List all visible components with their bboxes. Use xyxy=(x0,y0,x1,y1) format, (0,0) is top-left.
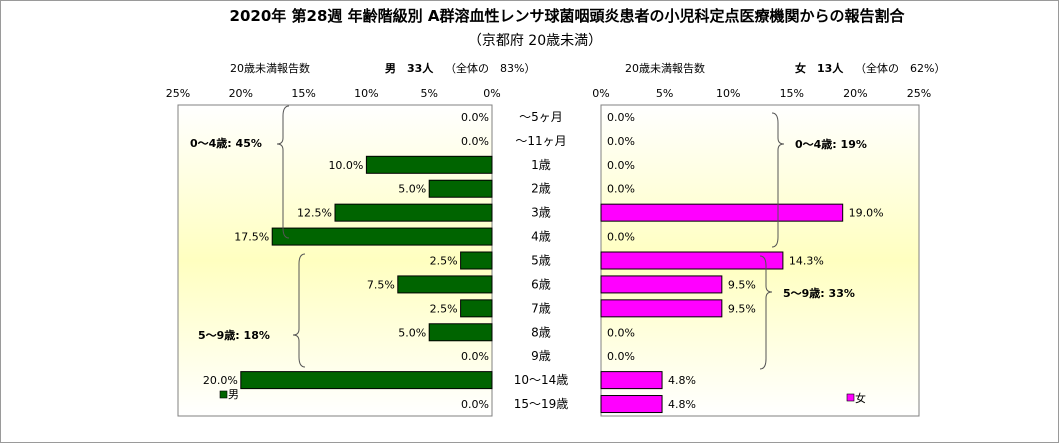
male-value-label: 17.5% xyxy=(234,231,269,244)
male-value-label: 0.0% xyxy=(461,398,489,411)
age-category-label: 15～19歳 xyxy=(514,397,569,411)
female-bars: 0.0% 0.0% 0.0% 0.0% 19.0% 0.0% 14.3% 9.5% 9.5% 0.… xyxy=(600,111,884,414)
female-header-count: 女 13人 xyxy=(795,61,844,75)
female-x-tick: 15% xyxy=(780,87,804,100)
male-x-tick: 0% xyxy=(483,87,500,100)
female-legend-swatch xyxy=(846,393,855,402)
female-value-label: 0.0% xyxy=(607,135,635,148)
male-bar xyxy=(365,155,493,174)
male-value-label: 20.0% xyxy=(203,374,238,387)
female-axis-ticks: 0% 5% 10% 15% 20% 25% xyxy=(592,87,931,100)
female-bar xyxy=(600,203,844,222)
female-value-label: 0.0% xyxy=(607,231,635,244)
age-category-label: 6歳 xyxy=(531,277,551,291)
female-group-5-9-label: 5～9歳: 33% xyxy=(783,286,855,300)
female-x-tick: 5% xyxy=(656,87,673,100)
female-bracket-0-4 xyxy=(771,112,785,248)
male-value-label: 2.5% xyxy=(430,255,458,268)
female-legend-label: 女 xyxy=(855,391,866,405)
male-bar xyxy=(460,251,493,270)
female-value-label: 0.0% xyxy=(607,326,635,339)
male-value-label: 5.0% xyxy=(398,183,426,196)
age-category-label: 8歳 xyxy=(531,325,551,339)
age-category-label: 7歳 xyxy=(531,301,551,315)
male-bar xyxy=(460,299,493,318)
female-bar xyxy=(600,395,663,414)
male-header-label: 20歳未満報告数 xyxy=(230,62,310,75)
male-value-label: 12.5% xyxy=(297,207,332,220)
age-category-label: ～11ヶ月 xyxy=(515,134,566,148)
male-bar xyxy=(271,227,493,246)
female-bar xyxy=(600,299,723,318)
male-value-label: 5.0% xyxy=(398,326,426,339)
female-value-label: 9.5% xyxy=(728,302,756,315)
age-category-label: ～5ヶ月 xyxy=(519,110,563,124)
female-value-label: 0.0% xyxy=(607,111,635,124)
female-header-share: （全体の 62%） xyxy=(855,61,945,75)
male-value-label: 7.5% xyxy=(367,278,395,291)
male-value-label: 0.0% xyxy=(461,135,489,148)
male-x-tick: 15% xyxy=(291,87,315,100)
male-bar xyxy=(334,203,493,222)
female-header-label: 20歳未満報告数 xyxy=(625,62,705,75)
male-x-tick: 20% xyxy=(229,87,253,100)
female-x-tick: 20% xyxy=(843,87,867,100)
male-header-share: （全体の 83%） xyxy=(445,61,535,75)
male-bracket-0-4 xyxy=(276,105,290,239)
female-x-tick: 0% xyxy=(592,87,609,100)
chart-title: 2020年 第28週 年齢階級別 A群溶血性レンサ球菌咽頭炎患者の小児科定点医療… xyxy=(230,7,906,25)
female-value-label: 0.0% xyxy=(607,183,635,196)
age-category-labels: ～5ヶ月 ～11ヶ月 1歳 2歳 3歳 4歳 5歳 6歳 7歳 8歳 9歳 10～14歳 15～19歳 xyxy=(514,110,569,411)
female-bar xyxy=(600,251,784,270)
male-bracket-5-9 xyxy=(292,253,306,368)
female-value-label: 14.3% xyxy=(789,255,824,268)
male-legend-swatch xyxy=(219,390,228,399)
male-bars: 0.0% 0.0% 10.0% 5.0% 12.5% 17.5% 2.5% 7.5% 2.5% 5… xyxy=(203,111,493,411)
male-value-label: 10.0% xyxy=(328,159,363,172)
age-category-label: 4歳 xyxy=(531,230,551,244)
age-category-label: 5歳 xyxy=(531,254,551,268)
age-category-label: 9歳 xyxy=(531,349,551,363)
male-x-tick: 5% xyxy=(420,87,437,100)
female-bracket-5-9 xyxy=(759,255,773,370)
male-bar xyxy=(397,275,493,294)
age-category-label: 2歳 xyxy=(531,182,551,196)
female-x-tick: 10% xyxy=(716,87,740,100)
age-category-label: 3歳 xyxy=(531,206,551,220)
female-value-label: 4.8% xyxy=(668,374,696,387)
female-value-label: 9.5% xyxy=(728,278,756,291)
male-group-5-9-label: 5～9歳: 18% xyxy=(198,328,270,342)
female-value-label: 0.0% xyxy=(607,350,635,363)
male-legend-label: 男 xyxy=(228,388,239,401)
male-bar xyxy=(428,179,493,198)
female-value-label: 0.0% xyxy=(607,159,635,172)
female-bar xyxy=(600,371,663,390)
age-category-label: 10～14歳 xyxy=(514,373,569,387)
chart-subtitle: （京都府 20歳未満） xyxy=(468,33,602,49)
male-value-label: 0.0% xyxy=(461,350,489,363)
male-x-tick: 25% xyxy=(166,87,190,100)
female-group-0-4-label: 0～4歳: 19% xyxy=(795,137,867,151)
female-value-label: 19.0% xyxy=(849,207,884,220)
male-value-label: 0.0% xyxy=(461,111,489,124)
male-header-count: 男 33人 xyxy=(385,61,434,75)
male-bar xyxy=(240,371,493,390)
male-x-tick: 10% xyxy=(354,87,378,100)
female-x-tick: 25% xyxy=(907,87,931,100)
age-category-label: 1歳 xyxy=(531,158,551,172)
male-group-0-4-label: 0～4歳: 45% xyxy=(190,136,262,150)
male-value-label: 2.5% xyxy=(430,302,458,315)
female-bar xyxy=(600,275,723,294)
male-axis-ticks: 25% 20% 15% 10% 5% 0% xyxy=(166,87,501,100)
female-value-label: 4.8% xyxy=(668,398,696,411)
male-bar xyxy=(428,323,493,342)
